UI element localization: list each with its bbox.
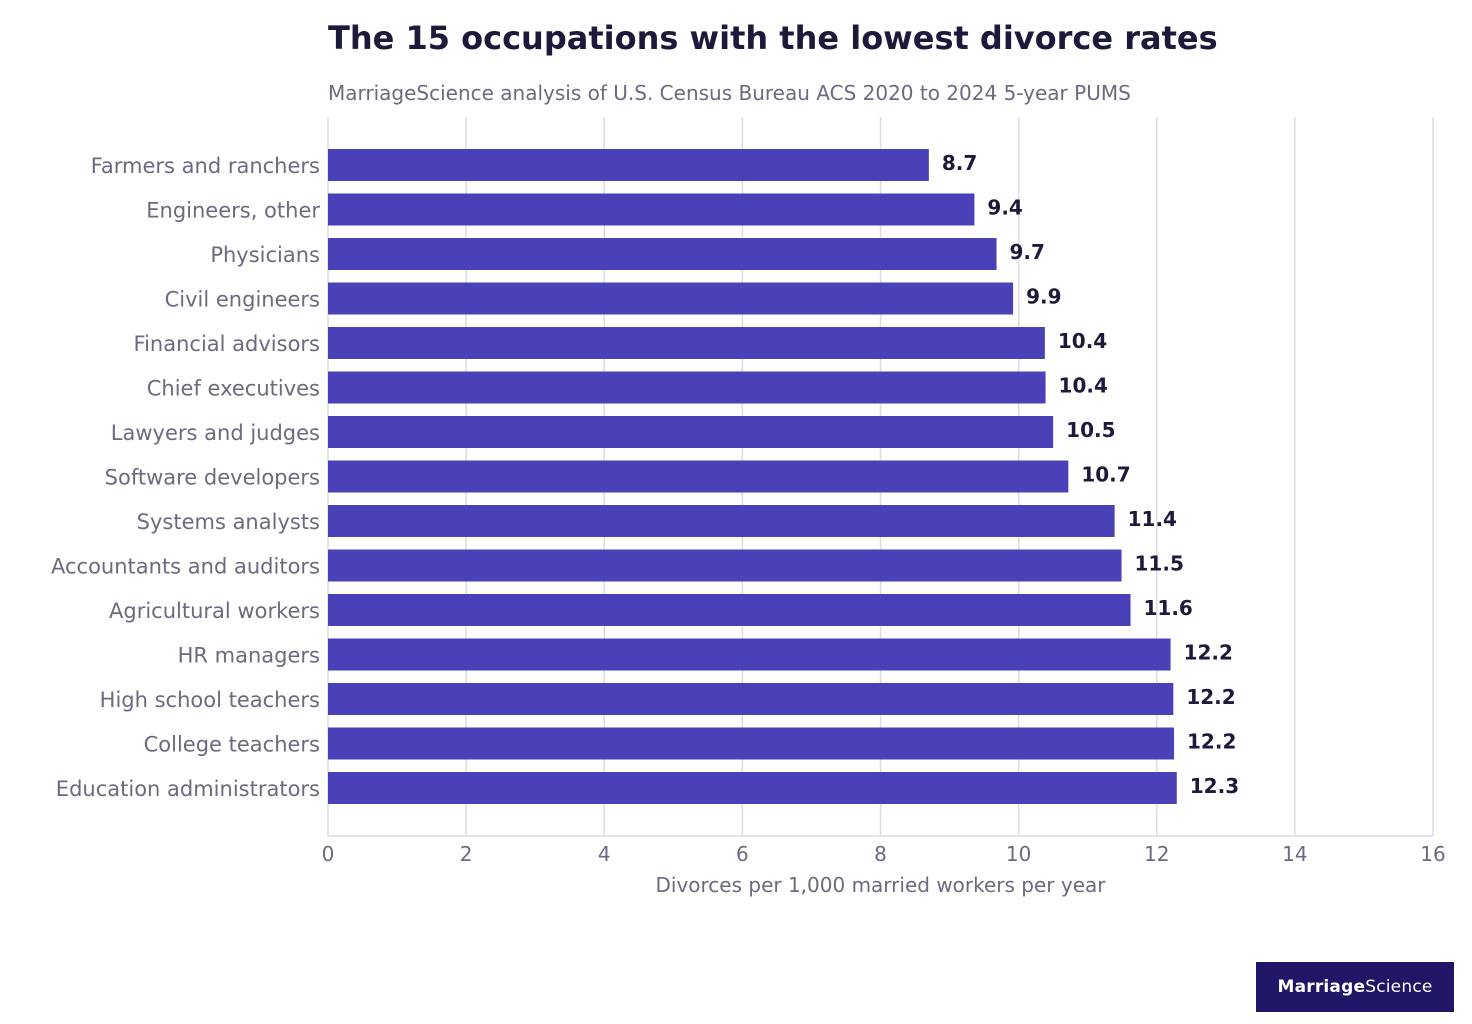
category-label: High school teachers [100, 688, 320, 712]
value-label: 10.7 [1081, 463, 1130, 487]
bar [328, 727, 1175, 760]
category-label: Physicians [210, 243, 320, 267]
x-tick-label: 2 [460, 842, 473, 866]
bar [328, 594, 1131, 626]
category-label: Systems analysts [137, 510, 320, 534]
category-label: Software developers [105, 466, 320, 490]
logo-text-science: Science [1365, 977, 1433, 997]
x-axis-label: Divorces per 1,000 married workers per y… [655, 873, 1106, 897]
category-label: Financial advisors [134, 332, 320, 356]
value-label: 12.2 [1187, 730, 1236, 754]
category-label: Chief executives [147, 377, 320, 401]
bar [328, 549, 1122, 582]
bar [328, 371, 1046, 404]
bar [328, 238, 997, 270]
bar [328, 638, 1171, 671]
x-tick-label: 4 [598, 842, 611, 866]
x-tick-label: 8 [874, 842, 887, 866]
bar [328, 327, 1045, 359]
category-label: Lawyers and judges [111, 421, 320, 445]
marriagescience-logo: Marriage Science [1256, 962, 1454, 1012]
category-label: Agricultural workers [109, 599, 320, 623]
logo-text-marriage: Marriage [1277, 977, 1366, 997]
category-label: Engineers, other [146, 199, 320, 223]
value-label: 11.5 [1135, 552, 1184, 576]
value-label: 9.7 [1010, 240, 1045, 264]
value-label: 9.4 [987, 196, 1022, 220]
value-label: 11.6 [1144, 596, 1193, 620]
category-label: HR managers [178, 644, 320, 668]
value-label: 10.4 [1058, 329, 1107, 353]
value-labels: 8.7 9.4 9.7 9.9 10.4 10.4 10.5 10.7 11.4 11.5 11.6… [942, 151, 1239, 798]
bar [328, 505, 1115, 537]
x-tick-label: 10 [1006, 842, 1031, 866]
bar [328, 149, 929, 181]
x-tick-label: 12 [1144, 842, 1169, 866]
category-label: Accountants and auditors [51, 555, 320, 579]
x-tick-label: 0 [322, 842, 335, 866]
chart-title: The 15 occupations with the lowest divor… [328, 19, 1218, 57]
bar [328, 772, 1177, 804]
value-label: 10.4 [1059, 374, 1108, 398]
bars [328, 149, 1177, 804]
x-tick-label: 14 [1282, 842, 1307, 866]
value-label: 8.7 [942, 151, 977, 175]
category-label: Civil engineers [165, 288, 320, 312]
category-label: Farmers and ranchers [91, 154, 320, 178]
bar [328, 683, 1174, 715]
value-label: 12.3 [1190, 774, 1239, 798]
bar [328, 282, 1014, 315]
value-label: 12.2 [1184, 641, 1233, 665]
value-label: 11.4 [1128, 507, 1177, 531]
chart-subtitle: MarriageScience analysis of U.S. Census … [328, 81, 1131, 105]
value-label: 9.9 [1026, 285, 1061, 309]
category-label: College teachers [144, 733, 320, 757]
category-labels: Farmers and ranchers Engineers, other Phys… [51, 154, 320, 801]
category-label: Education administrators [56, 777, 320, 801]
x-tick-labels: 0 2 4 6 8 10 12 14 16 [322, 842, 1446, 866]
x-tick-label: 16 [1420, 842, 1445, 866]
x-tick-label: 6 [736, 842, 749, 866]
value-label: 12.2 [1186, 685, 1235, 709]
bar [328, 416, 1054, 448]
value-label: 10.5 [1066, 418, 1115, 442]
bar [328, 193, 975, 226]
bar [328, 460, 1069, 493]
